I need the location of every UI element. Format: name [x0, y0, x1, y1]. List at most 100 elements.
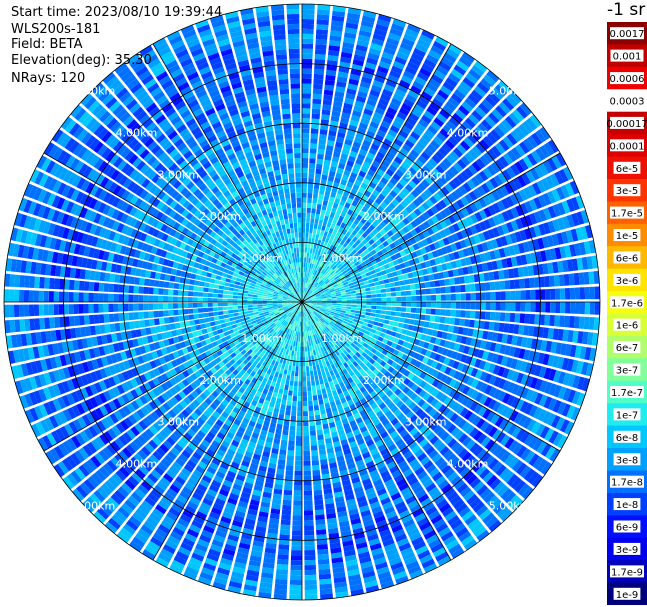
- gate-cell: [73, 292, 79, 302]
- gate-cell: [344, 453, 353, 460]
- gate-cell: [504, 453, 515, 466]
- gate-cell: [315, 349, 319, 355]
- gate-cell: [318, 444, 326, 450]
- gate-cell: [431, 329, 438, 337]
- gate-cell: [539, 426, 550, 439]
- gate-cell: [431, 369, 440, 378]
- gate-cell: [287, 370, 292, 376]
- gate-cell: [330, 309, 336, 313]
- gate-cell: [243, 482, 254, 490]
- gate-cell: [185, 566, 199, 576]
- gate-cell: [398, 442, 408, 451]
- gate-cell: [543, 396, 553, 409]
- gate-cell: [262, 306, 268, 309]
- gate-cell: [414, 386, 423, 395]
- gate-cell: [326, 325, 332, 330]
- gate-cell: [494, 416, 505, 428]
- gate-cell: [269, 401, 275, 408]
- gate-cell: [286, 375, 291, 381]
- gate-cell: [312, 469, 321, 476]
- gate-cell: [499, 418, 509, 430]
- gate-cell: [409, 458, 419, 468]
- gate-cell: [436, 414, 445, 424]
- gate-cell: [331, 557, 344, 564]
- gate-cell: [391, 306, 397, 311]
- gate-cell: [360, 561, 373, 569]
- gate-cell: [456, 362, 465, 372]
- gate-cell: [418, 389, 427, 398]
- gate-cell: [227, 534, 239, 542]
- gate-cell: [425, 482, 437, 493]
- gate-cell: [393, 528, 405, 538]
- gate-cell: [342, 344, 348, 350]
- gate-cell: [362, 372, 369, 379]
- gate-cell: [301, 306, 302, 312]
- gate-cell: [435, 362, 443, 371]
- gate-cell: [418, 362, 426, 371]
- gate-cell: [294, 336, 297, 342]
- gate-cell: [436, 428, 446, 438]
- gate-cell: [290, 335, 293, 341]
- gate-cell: [348, 578, 362, 587]
- gate-cell: [482, 350, 490, 361]
- gate-cell: [235, 391, 243, 398]
- gate-cell: [327, 349, 332, 355]
- gate-cell: [413, 485, 424, 495]
- gate-cell: [270, 348, 275, 354]
- gate-cell: [302, 376, 307, 382]
- gate-cell: [359, 556, 372, 564]
- gate-cell: [444, 366, 452, 375]
- gate-cell: [108, 293, 114, 302]
- gate-cell: [311, 460, 320, 466]
- gate-cell: [511, 383, 520, 395]
- gate-cell: [436, 442, 446, 452]
- gate-cell: [538, 394, 548, 407]
- gate-cell: [316, 333, 320, 339]
- gate-cell: [204, 557, 218, 567]
- gate-cell: [158, 524, 171, 535]
- gate-cell: [266, 368, 272, 375]
- gate-cell: [465, 424, 475, 435]
- gate-cell: [310, 435, 317, 441]
- gate-cell: [257, 297, 263, 300]
- gate-cell: [337, 335, 343, 341]
- gate-cell: [439, 339, 446, 347]
- gate-cell: [411, 302, 417, 307]
- gate-cell: [336, 320, 342, 324]
- gate-cell: [298, 371, 302, 377]
- gate-cell: [243, 311, 249, 315]
- gate-cell: [473, 320, 480, 329]
- gate-cell: [284, 384, 289, 391]
- gate-cell: [303, 480, 312, 486]
- gate-cell: [296, 416, 302, 422]
- gate-cell: [317, 558, 330, 565]
- gate-cell: [375, 309, 381, 314]
- gate-cell: [374, 350, 382, 357]
- gate-cell: [264, 482, 274, 489]
- gate-cell: [280, 378, 286, 385]
- gate-cell: [459, 467, 471, 478]
- gate-cell: [304, 555, 316, 561]
- gate-cell: [332, 352, 338, 358]
- gate-cell: [511, 396, 520, 409]
- gate-cell: [235, 556, 248, 565]
- gate-cell: [29, 276, 35, 288]
- gate-cell: [234, 316, 240, 320]
- gate-cell: [346, 322, 352, 327]
- gate-cell: [516, 372, 524, 384]
- gate-cell: [198, 461, 208, 470]
- gate-cell: [462, 436, 472, 447]
- gate-cell: [258, 591, 272, 599]
- gate-cell: [438, 526, 451, 538]
- gate-cell: [368, 426, 377, 435]
- gate-cell: [380, 367, 387, 375]
- gate-cell: [325, 326, 331, 332]
- gate-cell: [310, 314, 314, 319]
- gate-cell: [376, 410, 384, 418]
- gate-cell: [307, 309, 312, 314]
- gate-cell: [342, 329, 348, 334]
- gate-cell: [376, 326, 383, 332]
- gate-cell: [306, 302, 312, 304]
- gate-cell: [525, 302, 531, 312]
- gate-cell: [285, 475, 293, 481]
